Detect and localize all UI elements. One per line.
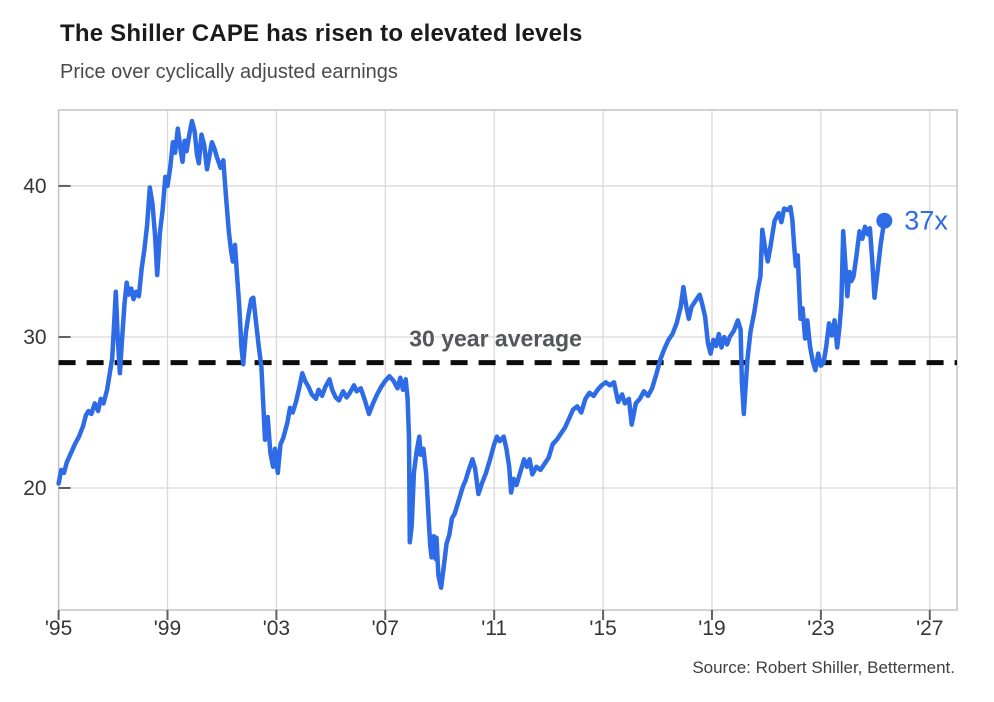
x-tick-label: '99 (154, 617, 181, 640)
endpoint-dot (876, 212, 893, 229)
source-credit: Source: Robert Shiller, Betterment. (692, 658, 955, 677)
y-tick-label: 30 (23, 326, 46, 349)
chart-subtitle: Price over cyclically adjusted earnings (60, 61, 398, 83)
chart-title: The Shiller CAPE has risen to elevated l… (60, 20, 583, 47)
x-tick-label: '23 (807, 617, 834, 640)
x-tick-label: '03 (263, 617, 290, 640)
x-tick-label: '95 (45, 617, 72, 640)
x-tick-label: '27 (916, 617, 943, 640)
x-tick-label: '15 (589, 617, 616, 640)
x-tick-label: '07 (372, 617, 399, 640)
endpoint-value-label: 37x (904, 206, 948, 236)
cape-series-line (56, 118, 887, 590)
y-tick-label: 20 (23, 477, 46, 500)
x-tick-label: '11 (481, 617, 507, 640)
y-tick-label: 40 (23, 175, 46, 198)
average-line-label: 30 year average (409, 325, 582, 351)
x-tick-label: '19 (698, 617, 725, 640)
plot-border (57, 109, 958, 611)
